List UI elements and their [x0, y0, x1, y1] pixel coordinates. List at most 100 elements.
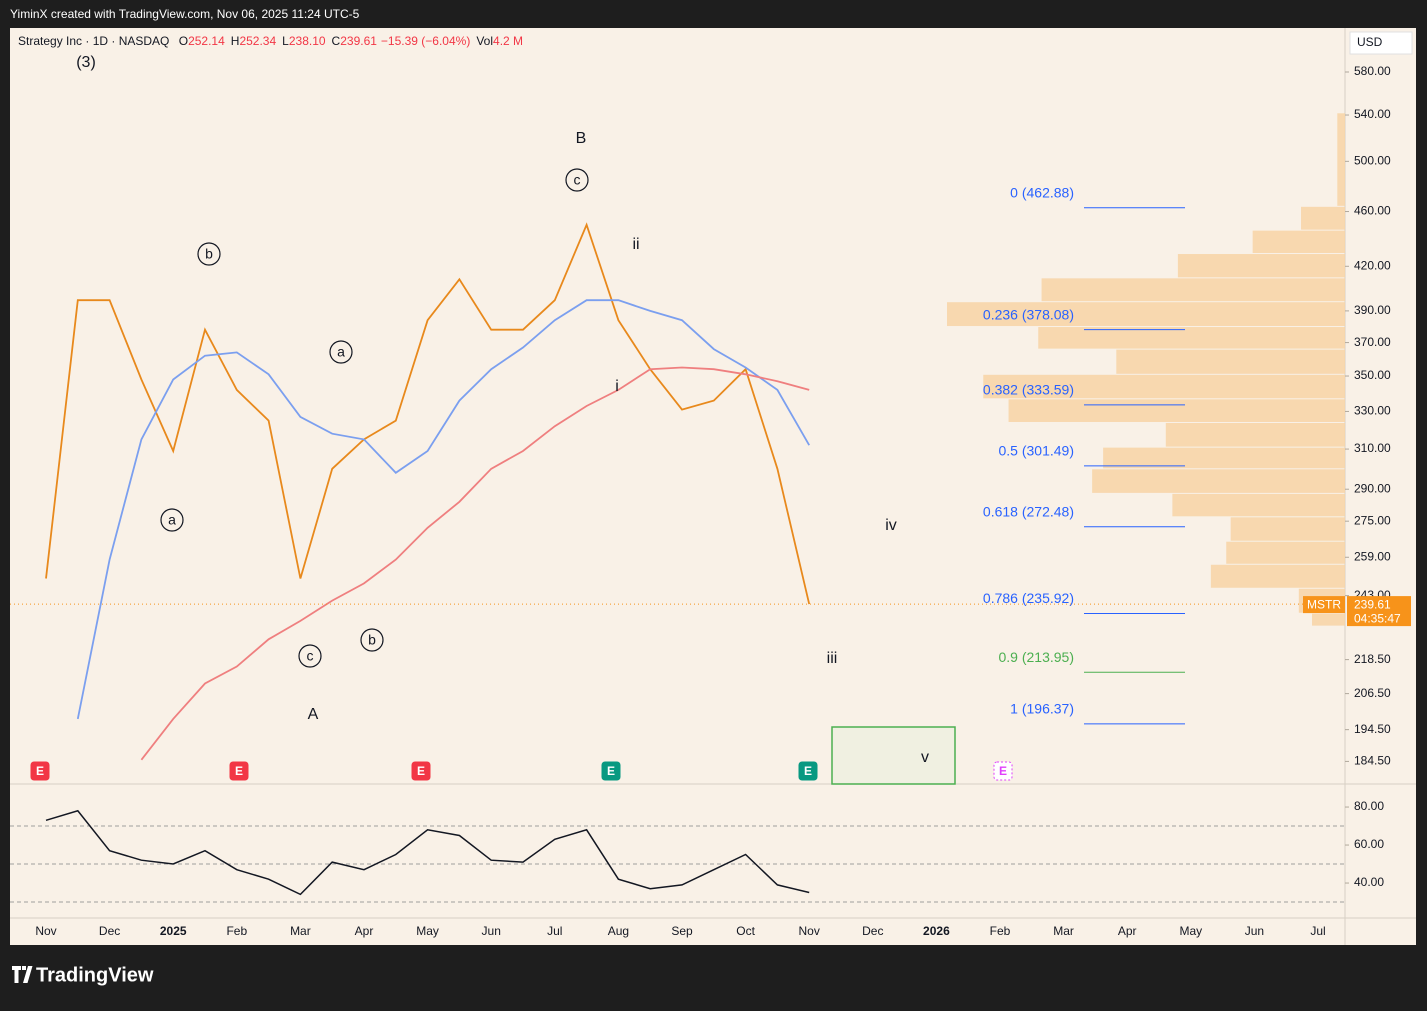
wave-label: A	[308, 706, 319, 723]
earnings-badge	[229, 761, 249, 781]
legend-label: O	[179, 34, 188, 48]
wave-label: c	[307, 648, 314, 664]
y-tick-label: 370.00	[1354, 335, 1391, 349]
wave-label: v	[921, 749, 929, 766]
x-tick-label: Jul	[1310, 924, 1325, 938]
legend-label: Vol	[476, 34, 493, 48]
wave-label: iii	[827, 650, 838, 667]
wave-label: c	[574, 172, 581, 188]
price-tag-symbol-bg	[1303, 596, 1345, 614]
legend-label: L	[282, 34, 289, 48]
x-tick-label: Oct	[736, 924, 755, 938]
price-tag-bg	[1347, 596, 1411, 627]
wave-label: b	[368, 632, 376, 648]
rsi-tick-label: 60.00	[1354, 837, 1384, 851]
currency-button[interactable]	[1349, 31, 1413, 55]
volume-profile-bar	[1312, 613, 1345, 626]
earnings-label: E	[607, 764, 615, 778]
wave-label-circle	[298, 644, 322, 668]
x-tick-label: May	[1179, 924, 1202, 938]
volume-profile-bar	[1252, 230, 1345, 254]
y-tick-label: 275.00	[1354, 513, 1391, 527]
volume-profile-bar	[1230, 517, 1345, 541]
legend-value: 252.34	[239, 34, 276, 48]
target-box	[831, 726, 956, 785]
x-tick-label: Aug	[608, 924, 629, 938]
fib-label: 0 (462.88)	[1010, 184, 1074, 200]
y-tick-label: 330.00	[1354, 404, 1391, 418]
y-tick-label: 350.00	[1354, 368, 1391, 382]
wave-label: B	[576, 130, 587, 147]
currency[interactable]: USD	[1357, 35, 1383, 49]
volume-profile-bar	[1301, 206, 1345, 230]
y-tick-label: 259.00	[1354, 549, 1391, 563]
volume-profile-bar	[1177, 254, 1345, 278]
wave-label: b	[205, 246, 213, 262]
wave-label: (3)	[76, 54, 96, 71]
x-tick-label: Mar	[290, 924, 311, 938]
y-tick-label: 194.50	[1354, 722, 1391, 736]
volume-profile-bar	[1041, 278, 1345, 302]
x-tick-label: Feb	[226, 924, 247, 938]
y-tick-label: 290.00	[1354, 481, 1391, 495]
x-tick-label: Apr	[1118, 924, 1137, 938]
volume-profile-bar	[1103, 447, 1345, 469]
legend-label: H	[231, 34, 240, 48]
volume-profile-bar	[1172, 493, 1345, 517]
legend-value: 4.2 M	[493, 34, 523, 48]
earnings-label: E	[804, 764, 812, 778]
fib-label: 1 (196.37)	[1010, 701, 1074, 717]
y-tick-label: 184.50	[1354, 754, 1391, 768]
wave-label-circle	[565, 168, 589, 192]
price-tag-symbol: MSTR	[1307, 597, 1341, 611]
wave-label: ii	[632, 236, 639, 253]
header-text: YiminX created with TradingView.com, Nov…	[10, 7, 360, 21]
x-tick-label: Nov	[799, 924, 820, 938]
x-tick-label: May	[416, 924, 439, 938]
earnings-badge	[30, 761, 50, 781]
earnings-label: E	[36, 764, 44, 778]
legend-value: 238.10	[289, 34, 326, 48]
wave-label: a	[168, 512, 176, 528]
fib-label: 0.9 (213.95)	[999, 649, 1075, 665]
x-tick-label: 2026	[923, 924, 950, 938]
wave-label-circle	[360, 628, 384, 652]
fib-label: 0.5 (301.49)	[999, 443, 1075, 459]
rsi-line	[45, 809, 810, 896]
fib-label: 0.236 (378.08)	[983, 306, 1074, 322]
legend-symbol: Strategy Inc · 1D · NASDAQ	[18, 34, 169, 48]
legend-value: −15.39 (−6.04%)	[381, 34, 470, 48]
fib-label: 0.618 (272.48)	[983, 503, 1074, 519]
price-tag-countdown: 04:35:47	[1354, 611, 1401, 625]
price-line	[140, 366, 810, 761]
y-tick-label: 218.50	[1354, 652, 1391, 666]
x-tick-label: Jun	[482, 924, 501, 938]
x-tick-label: Nov	[35, 924, 56, 938]
earnings-badge	[601, 761, 621, 781]
wave-label-circle	[329, 340, 353, 364]
fib-label: 0.382 (333.59)	[983, 382, 1074, 398]
earnings-label: E	[417, 764, 425, 778]
legend: Strategy Inc · 1D · NASDAQ O252.14 H252.3…	[18, 34, 523, 48]
y-tick-label: 460.00	[1354, 204, 1391, 218]
earnings-badge	[993, 761, 1013, 781]
x-tick-label: 2025	[160, 924, 187, 938]
rsi-tick-label: 40.00	[1354, 875, 1384, 889]
y-tick-label: 420.00	[1354, 258, 1391, 272]
x-tick-label: Dec	[862, 924, 883, 938]
legend-label: C	[332, 34, 341, 48]
legend-value: 252.14	[188, 34, 225, 48]
legend-value: 239.61	[340, 34, 377, 48]
footer-brand: TradingView	[36, 964, 154, 986]
earnings-badge	[798, 761, 818, 781]
wave-label-circle	[197, 242, 221, 266]
volume-profile-bar	[983, 374, 1345, 399]
fib-label: 0.786 (235.92)	[983, 590, 1074, 606]
y-tick-label: 540.00	[1354, 107, 1391, 121]
price-tag-price: 239.61	[1354, 597, 1391, 611]
wave-label: iv	[885, 517, 897, 534]
wave-label: i	[615, 378, 619, 395]
volume-profile-bar	[1092, 469, 1345, 493]
